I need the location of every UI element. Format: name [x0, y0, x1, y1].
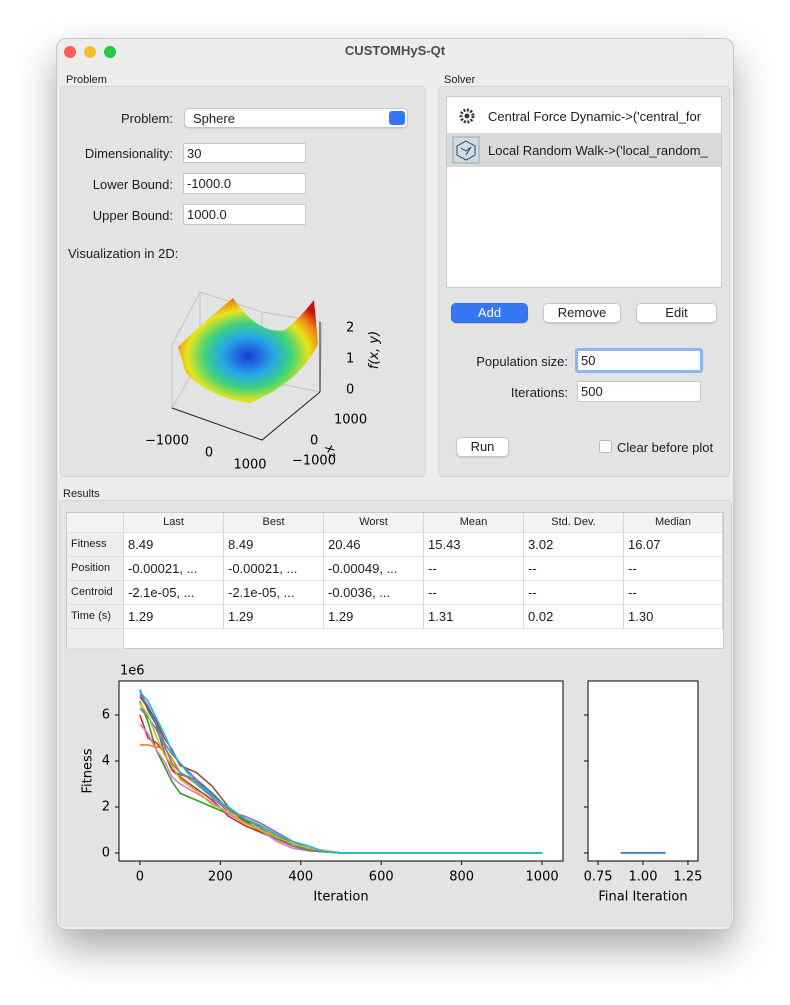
text-input[interactable]: 30 [183, 143, 306, 163]
column-header: Best [224, 513, 324, 533]
walk-icon [452, 136, 480, 164]
column-header: Mean [424, 513, 524, 533]
table-cell: -- [424, 581, 524, 605]
minimize-button[interactable] [84, 46, 96, 58]
row-header: Centroid [67, 581, 124, 605]
table-cell: -- [624, 557, 723, 581]
table-cell: -0.0036, ... [324, 581, 424, 605]
table-cell: 3.02 [524, 533, 624, 557]
group-label: Solver [444, 74, 476, 86]
table-cell: -- [524, 557, 624, 581]
table-cell: 0.02 [524, 605, 624, 629]
label: Iterations: [510, 385, 568, 400]
select-value: Sphere [193, 111, 235, 126]
text-input[interactable]: -1000.0 [183, 173, 306, 194]
row-header: Time (s) [67, 605, 124, 629]
column-header: Last [124, 513, 224, 533]
table-cell: 1.30 [624, 605, 723, 629]
table-cell: 1.29 [124, 605, 224, 629]
table-cell: -0.00049, ... [324, 557, 424, 581]
row-header: Position [67, 557, 124, 581]
table-cell: -- [424, 557, 524, 581]
results-table: Last Best Worst Mean Std. Dev. Median Fitness 8… [66, 512, 724, 649]
label: Upper Bound: [92, 208, 173, 223]
problem-select[interactable]: Sphere [184, 108, 408, 128]
edit-button[interactable]: Edit [636, 303, 717, 323]
list-item[interactable]: Central Force Dynamic->('central_for [447, 99, 721, 133]
text-input[interactable]: 50 [575, 348, 703, 373]
label: Visualization in 2D: [68, 246, 179, 261]
table-cell: -- [524, 581, 624, 605]
run-button[interactable]: Run [456, 437, 509, 457]
table-cell: 1.29 [224, 605, 324, 629]
table-cell: 15.43 [424, 533, 524, 557]
table-cell: 8.49 [124, 533, 224, 557]
item-text: Central Force Dynamic->('central_for [488, 109, 702, 124]
label: Dimensionality: [84, 146, 173, 161]
label: Lower Bound: [92, 177, 173, 192]
table-cell: 20.46 [324, 533, 424, 557]
select-stepper [389, 111, 405, 125]
table-cell: -- [624, 581, 723, 605]
solver-list: Central Force Dynamic->('central_for Loc… [446, 96, 722, 288]
table-cell: 1.29 [324, 605, 424, 629]
item-text: Local Random Walk->('local_random_ [488, 143, 708, 158]
close-button[interactable] [64, 46, 76, 58]
table-cell: 16.07 [624, 533, 723, 557]
checkbox-label: Clear before plot [617, 440, 714, 455]
label: Problem: [120, 111, 173, 126]
window-title: CUSTOMHyS-Qt [344, 43, 446, 58]
column-header: Median [624, 513, 723, 533]
gear-icon [459, 108, 475, 124]
table-cell: -0.00021, ... [124, 557, 224, 581]
column-header: Std. Dev. [524, 513, 624, 533]
list-item-selected[interactable]: Local Random Walk->('local_random_ [447, 133, 721, 167]
corner [67, 513, 124, 533]
group-label: Results [63, 488, 100, 500]
table-cell: -2.1e-05, ... [124, 581, 224, 605]
remove-button[interactable]: Remove [543, 303, 621, 323]
table-cell: -0.00021, ... [224, 557, 324, 581]
add-button[interactable]: Add [451, 303, 528, 323]
text-input[interactable]: 500 [577, 381, 701, 402]
zoom-button[interactable] [104, 46, 116, 58]
table-cell: -2.1e-05, ... [224, 581, 324, 605]
table-cell: 1.31 [424, 605, 524, 629]
text-input[interactable]: 1000.0 [183, 204, 306, 225]
row-header: Fitness [67, 533, 124, 557]
group-label: Problem [66, 74, 107, 86]
checkbox[interactable] [599, 440, 612, 453]
table-cell: 8.49 [224, 533, 324, 557]
column-header: Worst [324, 513, 424, 533]
label: Population size: [476, 354, 568, 369]
row-header [67, 629, 124, 649]
